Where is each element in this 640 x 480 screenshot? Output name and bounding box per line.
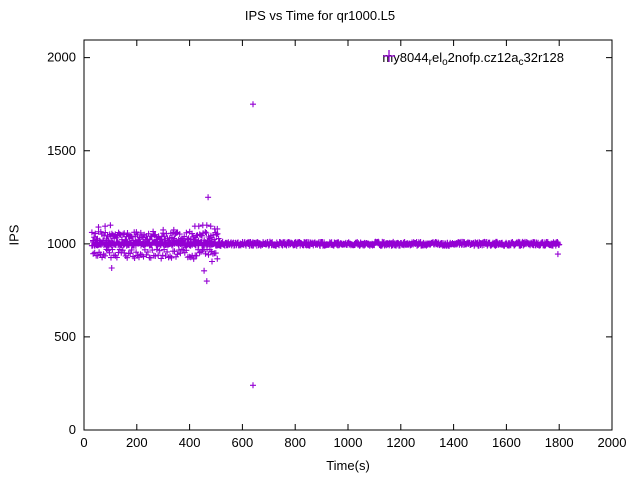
legend: my8044relo2nofp.cz12ac32r128: [382, 49, 588, 68]
svg-text:2000: 2000: [598, 435, 627, 450]
svg-text:2000: 2000: [47, 50, 76, 65]
svg-text:1400: 1400: [439, 435, 468, 450]
legend-series-label: my8044relo2nofp.cz12ac32r128: [382, 49, 564, 68]
x-axis-label: Time(s): [326, 458, 370, 473]
svg-text:1500: 1500: [47, 143, 76, 158]
svg-text:800: 800: [284, 435, 306, 450]
svg-text:1000: 1000: [47, 236, 76, 251]
svg-text:0: 0: [69, 422, 76, 437]
svg-text:1800: 1800: [545, 435, 574, 450]
legend-plus-marker-icon: [383, 50, 588, 64]
svg-text:500: 500: [54, 329, 76, 344]
svg-text:1200: 1200: [386, 435, 415, 450]
svg-text:0: 0: [80, 435, 87, 450]
svg-text:1000: 1000: [334, 435, 363, 450]
svg-text:600: 600: [232, 435, 254, 450]
svg-text:1600: 1600: [492, 435, 521, 450]
chart-title: IPS vs Time for qr1000.L5: [244, 8, 396, 23]
svg-text:400: 400: [179, 435, 201, 450]
svg-text:200: 200: [126, 435, 148, 450]
y-axis-label: IPS: [6, 224, 22, 246]
